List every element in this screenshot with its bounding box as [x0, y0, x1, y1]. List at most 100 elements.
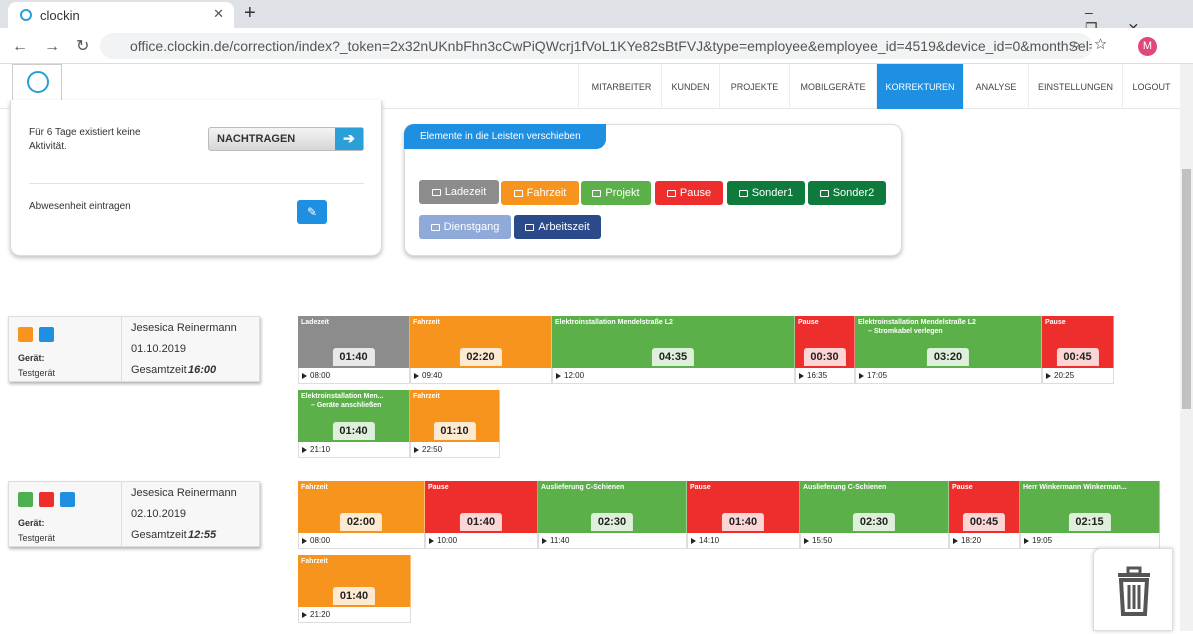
chip-icon — [431, 188, 441, 196]
palette-chip[interactable]: Arbeitszeit — [514, 215, 601, 239]
day-action[interactable] — [39, 492, 54, 507]
chip-icon — [513, 189, 523, 197]
avatar[interactable]: M — [1138, 37, 1157, 56]
block-duration: 00:30 — [803, 348, 846, 366]
total-label: Gesamtzeit — [131, 364, 187, 376]
palette-title: Elemente in die Leisten verschieben — [404, 124, 606, 149]
palette-chip[interactable]: Projekt — [581, 181, 651, 205]
palette-chip[interactable]: Dienstgang — [419, 215, 511, 239]
divider — [121, 317, 122, 381]
chip-label: Sonder2 — [832, 187, 875, 199]
block-duration: 01:10 — [433, 422, 476, 440]
total-value: 12:55 — [188, 529, 217, 541]
nav-buttons[interactable]: ←→↻ — [12, 38, 106, 55]
block-label: Herr Winkermann Winkerman... — [1023, 484, 1127, 491]
block-label: Ladezeit — [301, 319, 330, 326]
palette-chip[interactable]: Ladezeit — [419, 180, 499, 204]
day-info: Gerät: Testgerät Jesesica Reinermann 01.10.… — [8, 316, 260, 382]
toolbar-icons[interactable]: ⌕☆ — [1072, 36, 1121, 53]
block-start: 19:05 — [1020, 533, 1160, 549]
block-duration: 01:40 — [332, 587, 376, 605]
time-block[interactable]: Fahrzeit 02:00 — [298, 481, 425, 533]
block-label: Elektroinstallation Men... — [301, 393, 384, 400]
chip-label: Projekt — [605, 187, 640, 199]
block-start: 12:00 — [552, 368, 795, 384]
block-duration: 03:20 — [926, 348, 970, 366]
url-field[interactable]: office.clockin.de/correction/index?_toke… — [100, 33, 1092, 59]
day-action[interactable] — [18, 492, 33, 507]
block-start: 16:35 — [795, 368, 855, 384]
block-sub: – Geräte anschließen — [311, 402, 382, 409]
time-block[interactable]: Elektroinstallation Mendelstraße L2 – Str… — [855, 316, 1042, 368]
day-date: 01.10.2019 — [131, 343, 187, 355]
nav-item[interactable]: KUNDEN — [661, 64, 719, 109]
missing-panel: Für 6 Tage existiert keine Aktivität. NA… — [10, 100, 382, 256]
day-action[interactable] — [18, 327, 33, 342]
time-block[interactable]: Pause 01:40 — [425, 481, 538, 533]
block-duration: 02:20 — [459, 348, 502, 366]
time-block[interactable]: Elektroinstallation Mendelstraße L2 04:35 — [552, 316, 795, 368]
employee-name: Jesesica Reinermann — [131, 322, 237, 334]
trash-drop[interactable] — [1093, 548, 1173, 631]
tab-close[interactable]: ✕ — [213, 6, 224, 21]
block-sub: – Stromkabel verlegen — [868, 328, 943, 335]
favicon — [20, 9, 32, 21]
block-label: Pause — [428, 484, 449, 491]
day-action[interactable] — [60, 492, 75, 507]
palette-chip[interactable]: Pause — [655, 181, 723, 205]
block-label: Fahrzeit — [301, 558, 328, 565]
time-block[interactable]: Auslieferung C-Schienen 02:30 — [538, 481, 687, 533]
block-duration: 02:30 — [590, 513, 634, 531]
nav-item[interactable]: KORREKTUREN — [876, 64, 963, 109]
time-block[interactable]: Pause 00:45 — [1042, 316, 1114, 368]
time-block[interactable]: Herr Winkermann Winkerman... 02:15 — [1020, 481, 1160, 533]
chip-label: Fahrzeit — [526, 187, 567, 199]
palette-chip[interactable]: Sonder1 — [727, 181, 805, 205]
total-label: Gesamtzeit — [131, 529, 187, 541]
nav-item[interactable]: PROJEKTE — [719, 64, 789, 109]
nav-item[interactable]: MITARBEITER — [578, 64, 664, 109]
absence-button[interactable]: ✎ — [297, 200, 327, 224]
block-duration: 00:45 — [1056, 348, 1099, 366]
time-block[interactable]: Auslieferung C-Schienen 02:30 — [800, 481, 949, 533]
nav-item[interactable]: MOBILGERÄTE — [789, 64, 876, 109]
divider — [121, 482, 122, 546]
time-block[interactable]: Fahrzeit 01:40 — [298, 555, 411, 607]
time-block[interactable]: Pause 00:45 — [949, 481, 1020, 533]
block-label: Pause — [952, 484, 973, 491]
arrow-icon: ➔ — [335, 128, 363, 150]
palette-chip[interactable]: Sonder2 — [808, 181, 886, 205]
nachtragen-button[interactable]: NACHTRAGEN ➔ — [208, 127, 364, 151]
tab[interactable]: clockin ✕ — [8, 2, 234, 28]
day-action[interactable] — [39, 327, 54, 342]
block-duration: 01:40 — [721, 513, 765, 531]
absence-label: Abwesenheit eintragen — [29, 201, 131, 212]
time-block[interactable]: Pause 00:30 — [795, 316, 855, 368]
block-duration: 01:40 — [459, 513, 503, 531]
block-start: 20:25 — [1042, 368, 1114, 384]
scroll-thumb[interactable] — [1182, 169, 1191, 409]
employee-name: Jesesica Reinermann — [131, 487, 237, 499]
scrollbar[interactable] — [1180, 64, 1193, 631]
nav-item[interactable]: ANALYSE — [963, 64, 1028, 109]
chip-label: Ladezeit — [444, 186, 487, 198]
block-duration: 02:00 — [339, 513, 383, 531]
block-start: 08:00 — [298, 533, 425, 549]
time-block[interactable]: Fahrzeit 02:20 — [410, 316, 552, 368]
time-block[interactable]: Elektroinstallation Men... – Geräte ansch… — [298, 390, 410, 442]
block-start: 14:10 — [687, 533, 800, 549]
time-block[interactable]: Fahrzeit 01:10 — [410, 390, 500, 442]
day-info: Gerät: Testgerät Jesesica Reinermann 02.10.… — [8, 481, 260, 547]
time-block[interactable]: Pause 01:40 — [687, 481, 800, 533]
nav-item[interactable]: EINSTELLUNGEN — [1028, 64, 1122, 109]
block-duration: 01:40 — [332, 348, 375, 366]
time-block[interactable]: Ladezeit 01:40 — [298, 316, 410, 368]
day-date: 02.10.2019 — [131, 508, 187, 520]
nav-item[interactable]: LOGOUT — [1122, 64, 1180, 109]
new-tab[interactable]: + — [244, 2, 256, 24]
block-duration: 00:45 — [962, 513, 1006, 531]
palette-chip[interactable]: Fahrzeit — [501, 181, 579, 205]
chip-label: Arbeitszeit — [538, 221, 590, 233]
chip-label: Pause — [679, 187, 712, 199]
